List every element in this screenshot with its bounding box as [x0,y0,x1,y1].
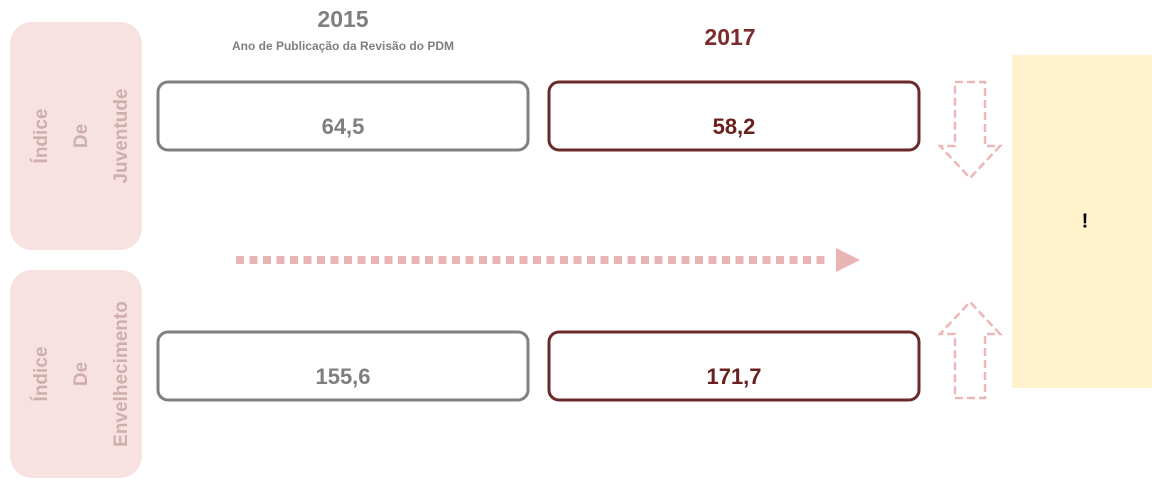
dot [249,256,258,264]
dot [735,256,744,264]
dot [681,256,690,264]
row-label: De [71,362,92,386]
dot [722,256,730,264]
note: ! [1082,210,1089,232]
value-box [156,80,530,152]
dot [263,256,271,264]
dot [560,256,568,264]
dot [708,256,717,264]
year: 2015 [317,6,368,32]
row-label: De [71,124,92,148]
up-arrow [937,300,1003,400]
dot [789,256,798,264]
dot [492,256,501,264]
dot [411,256,420,264]
dotted-arrow [236,248,860,272]
dot [654,256,663,264]
dot [533,256,541,264]
dot [573,256,582,264]
dot [587,256,595,264]
row-label: Envelhecimento [111,301,132,447]
dot [600,256,609,264]
dot [519,256,528,264]
dot [317,256,325,264]
value: 155,6 [315,364,370,389]
value-box [547,330,921,402]
dot [425,256,433,264]
dot [546,256,555,264]
dot [357,256,366,264]
dot [290,256,298,264]
value: 58,2 [713,114,756,139]
dot [398,256,406,264]
value-box [547,80,921,152]
dot [627,256,636,264]
row-label-box [10,22,142,250]
dot [465,256,474,264]
dot [816,256,825,264]
dot [371,256,379,264]
dot [506,256,514,264]
dot [276,256,285,264]
dot [776,256,784,264]
row-label: Juventude [111,88,132,183]
dot [695,256,703,264]
value-box [156,330,530,402]
dot [749,256,757,264]
dot [668,256,676,264]
dot [614,256,622,264]
value: 171,7 [706,364,761,389]
dot [303,256,312,264]
value: 64,5 [322,114,365,139]
subtitle: Ano de Publicação da Revisão do PDM [232,39,454,53]
dot [236,256,244,264]
year: 2017 [704,24,755,50]
note-box [1012,55,1152,388]
dot [344,256,352,264]
row-label: Índice [30,109,52,164]
row-label-box [10,270,142,478]
dot [762,256,771,264]
dot [479,256,487,264]
dot [330,256,339,264]
dot [803,256,811,264]
row-label: Índice [30,347,52,402]
down-arrow [937,80,1003,180]
dot [438,256,447,264]
dot [641,256,649,264]
dot [384,256,393,264]
dot [452,256,460,264]
